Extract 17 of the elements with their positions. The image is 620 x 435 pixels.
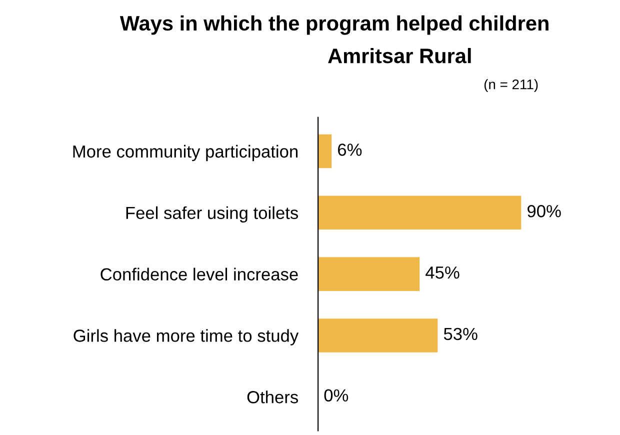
- chart-title: Ways in which the program helped children: [120, 15, 548, 35]
- y-tick-label: More community participation: [73, 144, 298, 162]
- y-tick-label: Confidence level increase: [100, 268, 298, 281]
- data-label: 0%: [324, 389, 348, 402]
- bar: [318, 196, 522, 230]
- y-tick-label: Girls have more time to study: [74, 329, 299, 346]
- data-label: 6%: [338, 144, 362, 156]
- chart-subtitle: Amritsar Rural: [328, 48, 471, 64]
- bar: [318, 257, 420, 291]
- y-tick-label: Others: [247, 390, 298, 404]
- bar: [318, 318, 438, 352]
- bar: [318, 134, 332, 168]
- y-tick-label: Feel safer using toilets: [126, 206, 298, 223]
- data-label: 45%: [426, 266, 460, 279]
- text: (n = 211): [484, 79, 538, 92]
- data-label: 90%: [528, 205, 561, 218]
- data-label: 53%: [444, 328, 478, 340]
